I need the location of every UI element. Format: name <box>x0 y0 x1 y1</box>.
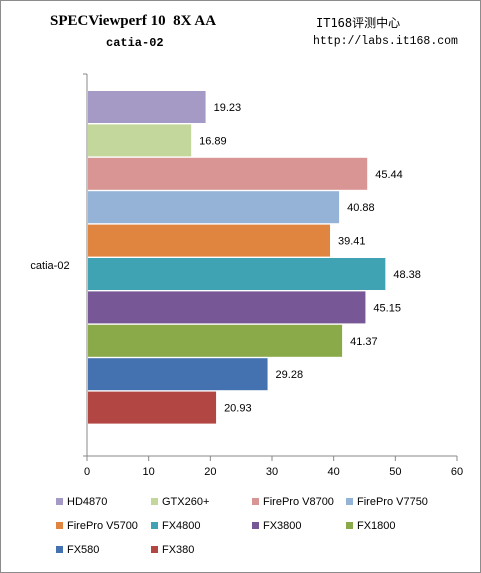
legend-item: FX580 <box>56 544 99 557</box>
legend-swatch <box>56 498 63 505</box>
legend-swatch <box>346 522 353 529</box>
bar <box>88 291 366 324</box>
data-label: 45.44 <box>375 169 403 181</box>
legend-label: HD4870 <box>67 496 108 508</box>
legend-swatch <box>151 498 158 505</box>
data-label: 41.37 <box>350 336 378 348</box>
source-url: http://labs.it168.com <box>313 35 458 48</box>
legend-item: HD4870 <box>56 496 107 509</box>
x-tick-label: 10 <box>143 466 155 478</box>
legend-swatch <box>252 522 259 529</box>
data-label: 20.93 <box>224 403 252 415</box>
bar <box>88 258 386 290</box>
legend-label: FX1800 <box>357 520 396 532</box>
legend-swatch <box>151 522 158 529</box>
brand-label: IT168评测中心 <box>316 16 401 30</box>
chart-subtitle: catia-02 <box>106 36 164 50</box>
chart-legend: HD4870 GTX260+ FirePro V8700 FirePro V7750 F… <box>56 496 476 566</box>
data-label: 45.15 <box>373 302 401 314</box>
legend-item: FirePro V7750 <box>346 496 428 509</box>
legend-item: GTX260+ <box>151 496 209 509</box>
x-tick-label: 50 <box>389 466 401 478</box>
legend-label: FX380 <box>162 544 195 556</box>
legend-label: FX3800 <box>263 520 302 532</box>
x-tick-label: 60 <box>451 466 463 478</box>
legend-label: FirePro V7750 <box>357 496 428 508</box>
legend-label: FirePro V5700 <box>67 520 138 532</box>
legend-item: FirePro V8700 <box>252 496 334 509</box>
bar <box>88 157 368 190</box>
data-label: 19.23 <box>214 102 242 114</box>
x-tick-label: 0 <box>84 466 90 478</box>
x-tick-label: 30 <box>266 466 278 478</box>
legend-item: FX4800 <box>151 520 201 533</box>
legend-label: FX580 <box>67 544 100 556</box>
x-tick-label: 20 <box>204 466 216 478</box>
data-label: 16.89 <box>199 135 227 147</box>
legend-swatch <box>151 546 158 553</box>
legend-item: FX380 <box>151 544 194 557</box>
category-label: catia-02 <box>30 260 69 272</box>
data-label: 40.88 <box>347 202 375 214</box>
chart-title: SPECViewperf 10 8X AA <box>50 13 217 29</box>
legend-label: FirePro V8700 <box>263 496 334 508</box>
bar <box>88 391 217 424</box>
legend-item: FX1800 <box>346 520 396 533</box>
legend-label: GTX260+ <box>162 496 210 508</box>
legend-item: FirePro V5700 <box>56 520 138 533</box>
data-label: 39.41 <box>338 236 366 248</box>
bar <box>88 191 340 224</box>
bar <box>88 324 343 357</box>
bar <box>88 358 268 391</box>
bar <box>88 91 206 123</box>
legend-swatch <box>252 498 259 505</box>
bar <box>88 224 331 257</box>
data-label: 29.28 <box>276 369 304 381</box>
legend-label: FX4800 <box>162 520 201 532</box>
data-label: 48.38 <box>393 269 421 281</box>
bar <box>88 124 192 157</box>
legend-swatch <box>56 546 63 553</box>
legend-item: FX3800 <box>252 520 302 533</box>
legend-swatch <box>346 498 353 505</box>
x-tick-label: 40 <box>328 466 340 478</box>
legend-swatch <box>56 522 63 529</box>
